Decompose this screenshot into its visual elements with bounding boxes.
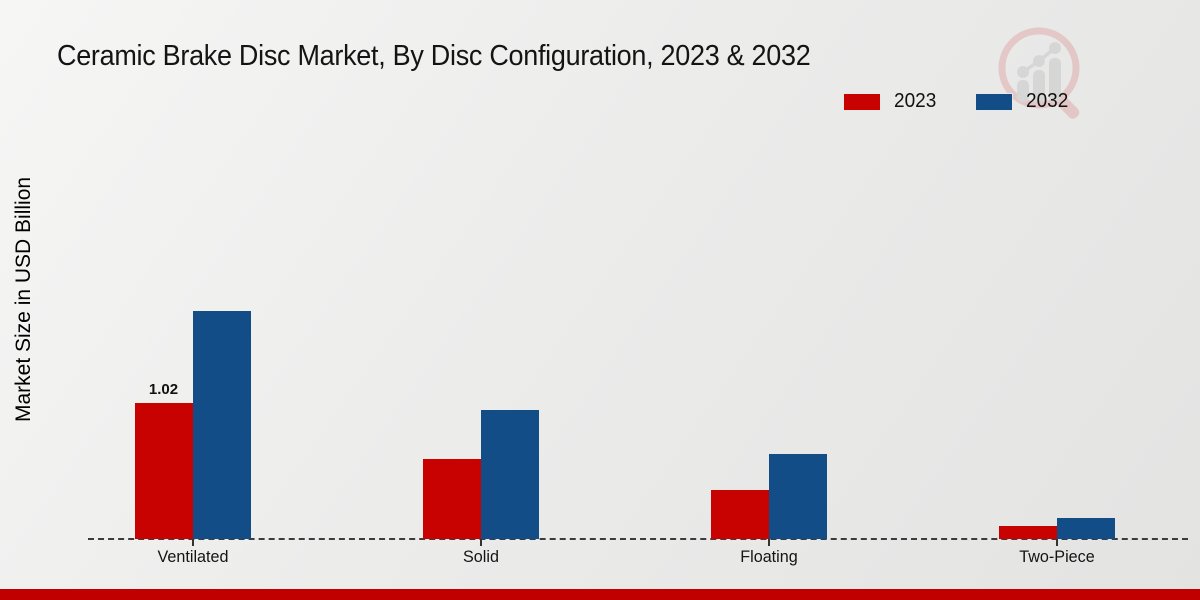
bar-2023-floating: [710, 490, 769, 539]
x-axis-baseline: [88, 538, 1188, 540]
bar-2032-two-piece: [1057, 518, 1116, 539]
category-label-two-piece: Two-Piece: [1019, 547, 1095, 566]
legend-swatch-2023: [843, 92, 881, 111]
x-axis-tick: [191, 539, 194, 546]
bar-2023-two-piece: [999, 526, 1058, 539]
legend-label-2023: 2023: [894, 90, 937, 112]
category-label-solid: Solid: [462, 547, 499, 566]
chart-title: Ceramic Brake Disc Market, By Disc Confi…: [57, 40, 811, 72]
legend-item-2023: 2023: [843, 90, 939, 113]
bar-2032-solid: [480, 410, 539, 539]
legend-item-2032: 2032: [974, 90, 1071, 113]
bar-2032-floating: [768, 454, 827, 539]
bar-value-label: 1.02: [148, 381, 179, 398]
category-label-ventilated: Ventilated: [157, 547, 228, 566]
bar-2023-ventilated: [134, 403, 193, 539]
bar-2023-solid: [422, 459, 481, 539]
magnifier-growth-logo-icon: [998, 27, 1080, 119]
x-axis-tick: [767, 539, 770, 546]
legend-swatch-2032: [974, 92, 1013, 111]
footer-accent-bar: [0, 589, 1200, 600]
category-label-floating: Floating: [740, 547, 798, 566]
x-axis-tick: [1056, 539, 1059, 546]
legend-label-2032: 2032: [1025, 90, 1068, 112]
x-axis-tick: [479, 539, 482, 546]
bar-2032-ventilated: [192, 311, 251, 539]
legend: 2023 2032: [843, 90, 1070, 113]
